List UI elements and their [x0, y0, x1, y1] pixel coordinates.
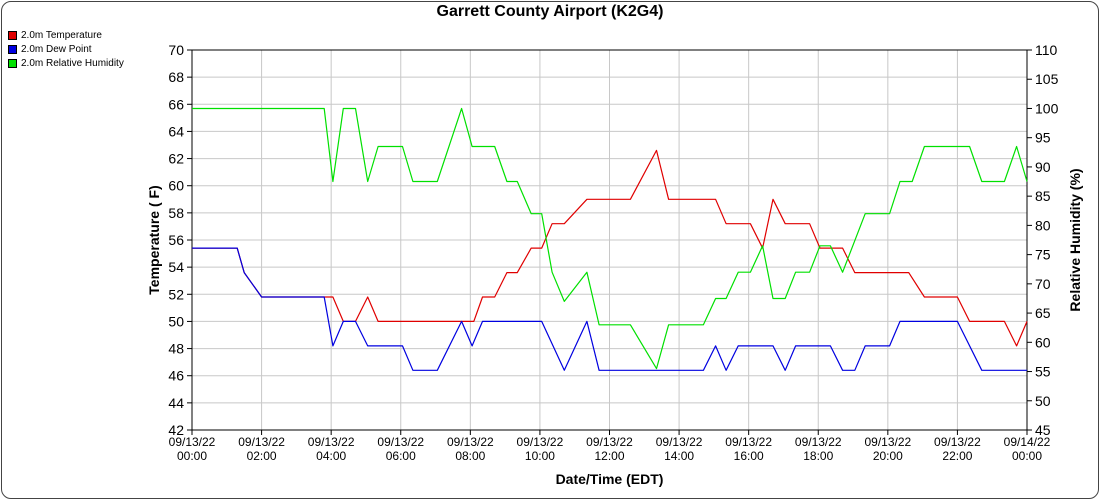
y-right-tick-label: 110 [1035, 42, 1058, 58]
x-tick-label-date: 09/13/22 [934, 435, 981, 449]
y-left-tick-label: 46 [168, 368, 184, 384]
series-line-2-0m-relative-humidity [192, 107, 1028, 370]
y-left-tick-label: 70 [168, 42, 184, 58]
y-right-tick-label: 60 [1035, 334, 1051, 350]
x-axis-title: Date/Time (EDT) [556, 471, 664, 487]
y-left-tick-label: 64 [168, 123, 184, 139]
x-tick-label-date: 09/13/22 [864, 435, 911, 449]
chart-title: Garrett County Airport (K2G4) [436, 3, 664, 20]
y-left-tick-label: 66 [168, 96, 184, 112]
x-tick-label-time: 12:00 [594, 449, 624, 463]
x-tick-label-time: 04:00 [316, 449, 346, 463]
y-right-tick-label: 75 [1035, 247, 1051, 263]
y-right-tick-label: 105 [1035, 71, 1059, 87]
x-tick-label-time: 08:00 [455, 449, 485, 463]
x-tick-label-time: 16:00 [734, 449, 764, 463]
legend-item-relative-humidity: 2.0m Relative Humidity [8, 56, 124, 70]
x-tick-label-time: 06:00 [386, 449, 416, 463]
y-right-tick-label: 65 [1035, 305, 1051, 321]
y-left-tick-label: 54 [168, 259, 184, 275]
x-tick-label-date: 09/13/22 [447, 435, 494, 449]
x-tick-label-date: 09/13/22 [238, 435, 285, 449]
x-tick-label-time: 20:00 [873, 449, 903, 463]
x-tick-label-time: 14:00 [664, 449, 694, 463]
legend: 2.0m Temperature 2.0m Dew Point 2.0m Rel… [8, 28, 124, 70]
y-left-tick-label: 56 [168, 232, 184, 248]
y-left-tick-label: 52 [168, 286, 184, 302]
x-tick-label-time: 02:00 [247, 449, 277, 463]
x-tick-label-time: 10:00 [525, 449, 555, 463]
y-right-tick-label: 85 [1035, 188, 1051, 204]
y-right-tick-label: 90 [1035, 159, 1051, 175]
y-left-tick-label: 50 [168, 313, 184, 329]
x-tick-label-date: 09/13/22 [517, 435, 564, 449]
x-tick-label-time: 00:00 [177, 449, 207, 463]
legend-item-temperature: 2.0m Temperature [8, 28, 124, 42]
legend-swatch-dew-point [8, 44, 17, 54]
y-left-tick-label: 62 [168, 151, 184, 167]
legend-label-temperature: 2.0m Temperature [21, 29, 102, 41]
series-line-2-0m-dew-point [192, 247, 1027, 371]
y-right-axis-title: Relative Humidity (%) [1067, 168, 1083, 311]
y-left-tick-label: 58 [168, 205, 184, 221]
legend-label-dew-point: 2.0m Dew Point [21, 43, 92, 55]
x-tick-label-date: 09/14/22 [1004, 435, 1051, 449]
y-left-tick-label: 60 [168, 178, 184, 194]
y-right-tick-label: 100 [1035, 100, 1059, 116]
x-tick-label-date: 09/13/22 [795, 435, 842, 449]
y-left-tick-label: 48 [168, 341, 184, 357]
y-right-tick-label: 45 [1035, 422, 1051, 438]
x-tick-label-time: 00:00 [1012, 449, 1042, 463]
y-right-tick-label: 50 [1035, 393, 1051, 409]
legend-item-dew-point: 2.0m Dew Point [8, 42, 124, 56]
x-tick-label-date: 09/13/22 [725, 435, 772, 449]
x-tick-label-date: 09/13/22 [377, 435, 424, 449]
legend-swatch-temperature [8, 30, 17, 40]
y-left-tick-label: 42 [168, 422, 184, 438]
legend-swatch-relative-humidity [8, 58, 17, 68]
legend-label-relative-humidity: 2.0m Relative Humidity [21, 57, 124, 69]
y-left-tick-label: 68 [168, 69, 184, 85]
y-right-tick-label: 70 [1035, 276, 1051, 292]
y-right-tick-label: 80 [1035, 217, 1051, 233]
x-tick-label-time: 22:00 [942, 449, 972, 463]
y-left-axis-title: Temperature ( F) [146, 185, 162, 294]
x-tick-label-date: 09/13/22 [169, 435, 216, 449]
x-tick-label-date: 09/13/22 [308, 435, 355, 449]
y-right-tick-label: 95 [1035, 130, 1051, 146]
y-right-tick-label: 55 [1035, 364, 1051, 380]
x-tick-label-date: 09/13/22 [586, 435, 633, 449]
x-tick-label-date: 09/13/22 [656, 435, 703, 449]
y-left-tick-label: 44 [168, 395, 184, 411]
x-tick-label-time: 18:00 [803, 449, 833, 463]
